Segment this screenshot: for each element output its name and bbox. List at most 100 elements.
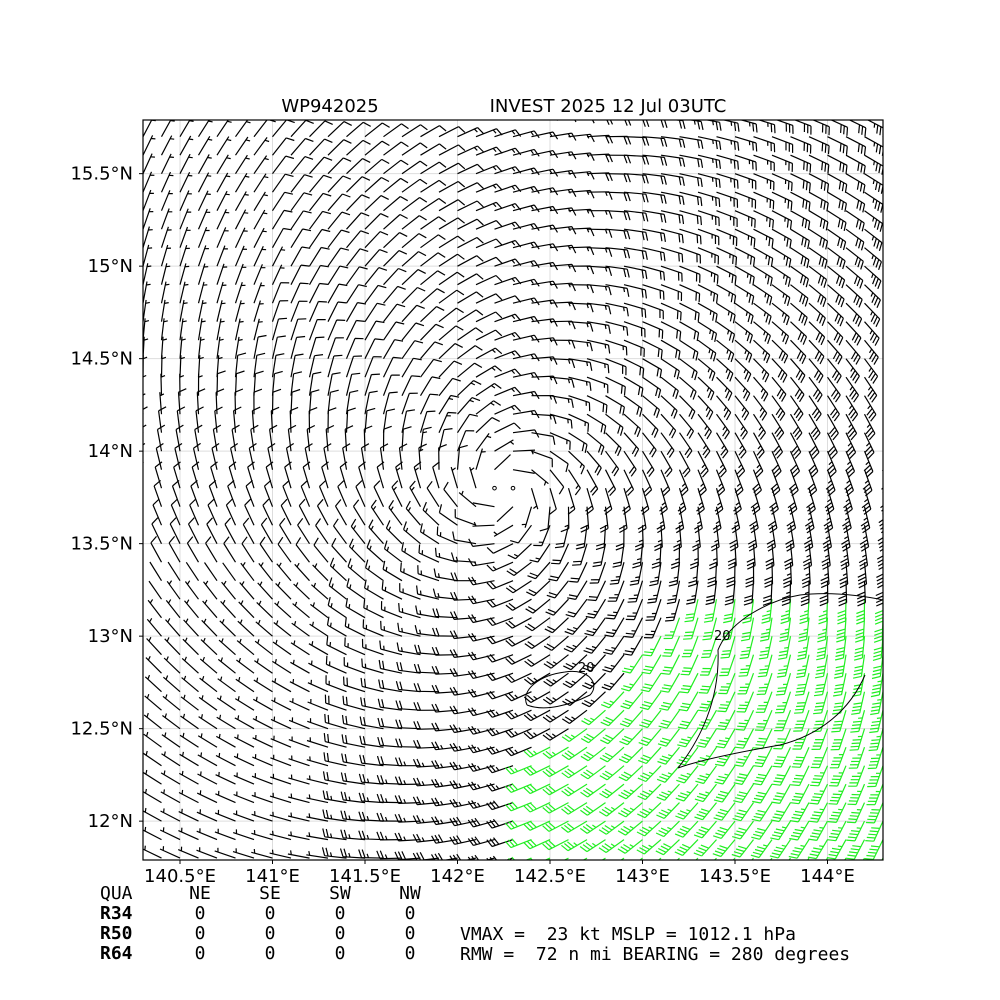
wind-barb [326, 616, 347, 637]
wind-barb [845, 321, 862, 346]
wind-barb [734, 302, 754, 325]
wind-barb [178, 827, 199, 841]
wind-barb [771, 432, 784, 459]
wind-barb [402, 107, 427, 119]
wind-barb [679, 154, 704, 168]
wind-barb [868, 728, 883, 752]
wind-barb [697, 358, 716, 381]
wind-barb [827, 173, 848, 193]
wind-barb [568, 413, 590, 432]
wind-barb [504, 819, 532, 830]
wind-barb [771, 302, 790, 326]
wind-barb [684, 599, 699, 623]
wind-barb [143, 845, 162, 859]
wind-barb [642, 432, 657, 458]
wind-barb [467, 688, 495, 698]
x-tick-label: 142.5°E [514, 866, 586, 887]
wind-barb [660, 432, 675, 458]
wind-barb [714, 488, 724, 515]
wind-barb [827, 302, 844, 327]
wind-barb [623, 450, 637, 477]
wind-barb [605, 376, 626, 396]
wind-barb [826, 395, 840, 422]
wind-barb [143, 523, 144, 526]
wind-barb [216, 136, 232, 156]
wind-barb [382, 339, 404, 360]
wind-barb [235, 136, 251, 156]
wind-barb [220, 599, 236, 619]
wind-barb [549, 413, 573, 429]
wind-barb [864, 173, 883, 194]
wind-barb [623, 173, 649, 184]
wind-barb [796, 636, 810, 661]
wind-barb [693, 506, 703, 534]
wind-barb [713, 802, 736, 821]
wind-barb [512, 204, 540, 213]
wind-barb [807, 839, 829, 860]
wind-barb [641, 654, 662, 675]
wind-barb [394, 795, 421, 804]
wind-barb [674, 820, 699, 838]
wind-barb [456, 430, 475, 452]
wind-barb [486, 580, 514, 590]
wind-barb [197, 154, 212, 174]
wind-barb [642, 321, 664, 339]
wind-barb [198, 714, 218, 730]
wind-barb [759, 617, 773, 642]
wind-barb [197, 120, 213, 138]
wind-barb [833, 673, 847, 697]
wind-barb [695, 746, 717, 766]
wind-barb [327, 372, 341, 396]
wind-barb [790, 339, 807, 364]
wind-barb [623, 228, 649, 241]
wind-barb [660, 672, 681, 693]
wind-barb [641, 469, 653, 497]
wind-barb [259, 536, 273, 563]
wind-barb [269, 830, 292, 841]
wind-barb [346, 139, 371, 156]
wind-barb [789, 432, 802, 459]
wind-barb [401, 304, 425, 323]
wind-barb [412, 815, 440, 824]
wind-barb [702, 617, 718, 641]
wind-barb [800, 580, 810, 607]
wind-barb [401, 142, 428, 156]
wind-barb [545, 598, 569, 616]
wind-barb [617, 839, 643, 854]
wind-barb [775, 120, 794, 134]
wind-barb [271, 370, 283, 396]
wind-barb [845, 395, 859, 422]
wind-barb [475, 448, 486, 470]
wind-barb [160, 281, 170, 304]
wind-barb [486, 635, 514, 645]
wind-barb [642, 228, 666, 242]
wind-barb [880, 488, 883, 515]
wind-barb [834, 636, 847, 661]
wind-barb [401, 392, 418, 415]
wind-barb [720, 636, 736, 659]
wind-barb [219, 619, 236, 637]
wind-barb [808, 395, 822, 422]
wind-barb [341, 715, 366, 730]
wind-barb [413, 721, 440, 730]
wind-barb [512, 260, 540, 269]
wind-barb [666, 580, 681, 605]
y-tick-label: 15°N [88, 256, 133, 277]
wind-barb [677, 488, 687, 515]
wind-barb [161, 732, 181, 748]
wind-barb [561, 728, 588, 743]
wind-barb [290, 640, 310, 656]
wind-barb [615, 525, 625, 551]
wind-barb [383, 303, 406, 323]
wind-barb [309, 228, 331, 249]
wind-barb [823, 506, 834, 534]
wind-barb [753, 358, 770, 383]
wind-barb [753, 265, 773, 287]
wind-barb [837, 599, 847, 625]
wind-barb [438, 253, 465, 267]
wind-barb [401, 542, 421, 563]
wind-barb [826, 450, 837, 478]
wind-barb [196, 809, 218, 822]
wind-barb [771, 210, 793, 230]
